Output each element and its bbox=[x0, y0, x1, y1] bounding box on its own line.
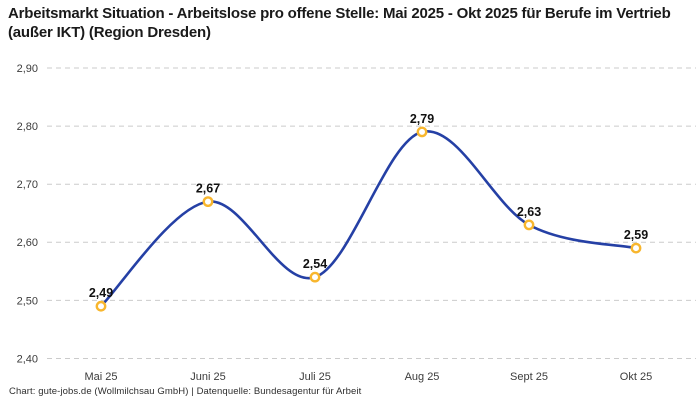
x-axis-tick-label: Okt 25 bbox=[620, 371, 652, 383]
data-point-label: 2,59 bbox=[624, 228, 648, 242]
x-axis-tick-label: Aug 25 bbox=[405, 371, 440, 383]
data-point-label: 2,67 bbox=[196, 182, 220, 196]
x-axis-tick-label: Mai 25 bbox=[84, 371, 117, 383]
data-point-marker bbox=[523, 219, 535, 231]
data-point-label: 2,54 bbox=[303, 257, 327, 271]
y-axis-tick-label: 2,40 bbox=[17, 353, 38, 365]
x-axis-tick-label: Juli 25 bbox=[299, 371, 331, 383]
y-axis-tick-label: 2,90 bbox=[17, 63, 38, 75]
chart-attribution: Chart: gute-jobs.de (Wollmilchsau GmbH) … bbox=[9, 386, 362, 397]
chart-title: Arbeitsmarkt Situation - Arbeitslose pro… bbox=[8, 5, 671, 41]
x-axis-tick-label: Sept 25 bbox=[510, 371, 548, 383]
y-axis-tick-label: 2,80 bbox=[17, 121, 38, 133]
data-point-label: 2,49 bbox=[89, 286, 113, 300]
data-point-marker bbox=[309, 271, 321, 283]
y-axis-tick-label: 2,50 bbox=[17, 295, 38, 307]
y-axis-tick-label: 2,60 bbox=[17, 237, 38, 249]
y-axis-tick-label: 2,70 bbox=[17, 179, 38, 191]
data-point-marker bbox=[202, 196, 214, 208]
data-series-line bbox=[99, 130, 638, 308]
data-point-label: 2,79 bbox=[410, 112, 434, 126]
data-point-marker bbox=[95, 300, 107, 312]
data-point-marker bbox=[416, 126, 428, 138]
x-axis-tick-label: Juni 25 bbox=[190, 371, 225, 383]
data-point-label: 2,63 bbox=[517, 205, 541, 219]
data-point-marker bbox=[630, 242, 642, 254]
